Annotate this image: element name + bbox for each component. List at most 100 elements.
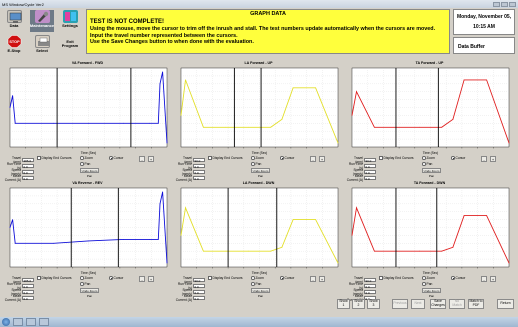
cursor-minus-button[interactable]: - [310,276,316,282]
checkbox-box[interactable] [37,276,41,280]
travel-input[interactable]: 385.0 [22,277,34,283]
travel-input[interactable]: 90.0 [364,157,376,163]
cursor-plus-button[interactable]: + [319,156,325,162]
travel-input[interactable]: 90.0 [364,277,376,283]
maximize-button[interactable] [501,1,508,7]
checkbox-box[interactable] [379,276,383,280]
speed-input[interactable]: 0.0 [364,289,376,295]
radio-circle[interactable] [451,276,455,280]
speed-input[interactable]: 0.0 [22,289,34,295]
cursor-radio[interactable]: Cursor [451,276,465,280]
cursor-radio[interactable]: Cursor [109,156,123,160]
run-input[interactable]: 0.0 [364,283,376,289]
cursor-plus-button[interactable]: + [319,276,325,282]
travel-input[interactable]: 90.0 [193,157,205,163]
radio-circle[interactable] [422,162,426,166]
radio-circle[interactable] [451,156,455,160]
undo-zoom-pan-button[interactable]: Undo Zoom Pan [251,168,270,178]
undo-zoom-pan-button[interactable]: Undo Zoom Pan [80,168,99,178]
zoom-radio[interactable]: Zoom [422,156,435,160]
radio-circle[interactable] [251,282,255,286]
line-chart[interactable]: Time (Sec) [344,185,515,275]
radio-circle[interactable] [251,156,255,160]
pan-radio[interactable]: Pan [422,162,432,166]
cursor-radio[interactable]: Cursor [109,276,123,280]
run-input[interactable]: 0.0 [22,283,34,289]
line-chart[interactable]: Time (Sec) [173,185,344,275]
radio-circle[interactable] [80,276,84,280]
travel-input[interactable]: 90.0 [193,277,205,283]
checkbox-box[interactable] [208,276,212,280]
line-chart[interactable]: Time (Sec) [2,185,173,275]
display-end-cursors-checkbox[interactable]: Display End Cursors [379,156,414,160]
zoom-radio[interactable]: Zoom [251,276,264,280]
display-end-cursors-checkbox[interactable]: Display End Cursors [379,276,414,280]
maintenance-button[interactable]: Maintenance [30,10,54,32]
radio-circle[interactable] [251,162,255,166]
show1-button[interactable]: Show 1 [337,299,350,309]
taskbar-app-icon[interactable] [26,318,36,326]
line-chart[interactable]: Time (Sec) [344,65,515,155]
radio-circle[interactable] [80,162,84,166]
taskbar-app-icon[interactable] [13,318,23,326]
next-button[interactable]: Next [411,299,425,309]
pan-radio[interactable]: Pan [422,282,432,286]
show2-button[interactable]: Show 2 [352,299,365,309]
cursor-plus-button[interactable]: + [148,156,154,162]
pan-radio[interactable]: Pan [251,282,261,286]
match-to-pdf-button[interactable]: Match to PDF [468,299,484,309]
radio-circle[interactable] [280,156,284,160]
cursor-radio[interactable]: Cursor [280,156,294,160]
line-chart[interactable]: Time (Sec) [173,65,344,155]
undo-zoom-pan-button[interactable]: Undo Zoom Pan [80,288,99,298]
estop-button[interactable]: STOP E-Stop [2,35,26,57]
cursor-minus-button[interactable]: - [139,156,145,162]
speed-input[interactable]: 0.0 [193,169,205,175]
radio-circle[interactable] [109,156,113,160]
cursor-radio[interactable]: Cursor [451,156,465,160]
speed-input[interactable]: 0.0 [364,169,376,175]
current-input[interactable]: 0.0 [193,175,205,181]
show3-button[interactable]: Show 3 [367,299,380,309]
previous-button[interactable]: Previous [392,299,408,309]
pan-radio[interactable]: Pan [251,162,261,166]
save-changes-button[interactable]: Save Changes [430,299,446,309]
radio-circle[interactable] [80,156,84,160]
cursor-plus-button[interactable]: + [490,276,496,282]
current-input[interactable]: 0.0 [364,175,376,181]
cursor-minus-button[interactable]: - [481,156,487,162]
undo-zoom-pan-button[interactable]: Undo Zoom Pan [251,288,270,298]
radio-circle[interactable] [422,156,426,160]
close-button[interactable] [509,1,516,7]
current-input[interactable]: 0.0 [22,295,34,301]
speed-input[interactable]: 0.0 [22,169,34,175]
taskbar-app-icon[interactable] [39,318,49,326]
undo-zoom-pan-button[interactable]: Undo Zoom Pan [422,168,441,178]
radio-circle[interactable] [280,276,284,280]
cursor-minus-button[interactable]: - [139,276,145,282]
checkbox-box[interactable] [208,156,212,160]
run-input[interactable]: 0.0 [22,163,34,169]
pan-radio[interactable]: Pan [80,162,90,166]
line-chart[interactable]: Time (Sec) [2,65,173,155]
radio-circle[interactable] [80,282,84,286]
zoom-radio[interactable]: Zoom [251,156,264,160]
zoom-radio[interactable]: Zoom [80,276,93,280]
run-input[interactable]: 0.0 [364,163,376,169]
data-button[interactable]: Data [2,10,26,32]
cursor-plus-button[interactable]: + [490,156,496,162]
current-input[interactable]: 0.0 [22,175,34,181]
cursor-minus-button[interactable]: - [310,156,316,162]
cursor-plus-button[interactable]: + [148,276,154,282]
zoom-radio[interactable]: Zoom [422,276,435,280]
radio-circle[interactable] [422,276,426,280]
display-end-cursors-checkbox[interactable]: Display End Cursors [208,276,243,280]
return-button[interactable]: Return [497,299,514,309]
radio-circle[interactable] [422,282,426,286]
exit-program-button[interactable]: Exit Program [58,35,82,57]
select-button[interactable]: Select [30,35,54,57]
no-match-button[interactable]: No Match [449,299,465,309]
cursor-minus-button[interactable]: - [481,276,487,282]
radio-circle[interactable] [109,276,113,280]
display-end-cursors-checkbox[interactable]: Display End Cursors [37,156,72,160]
